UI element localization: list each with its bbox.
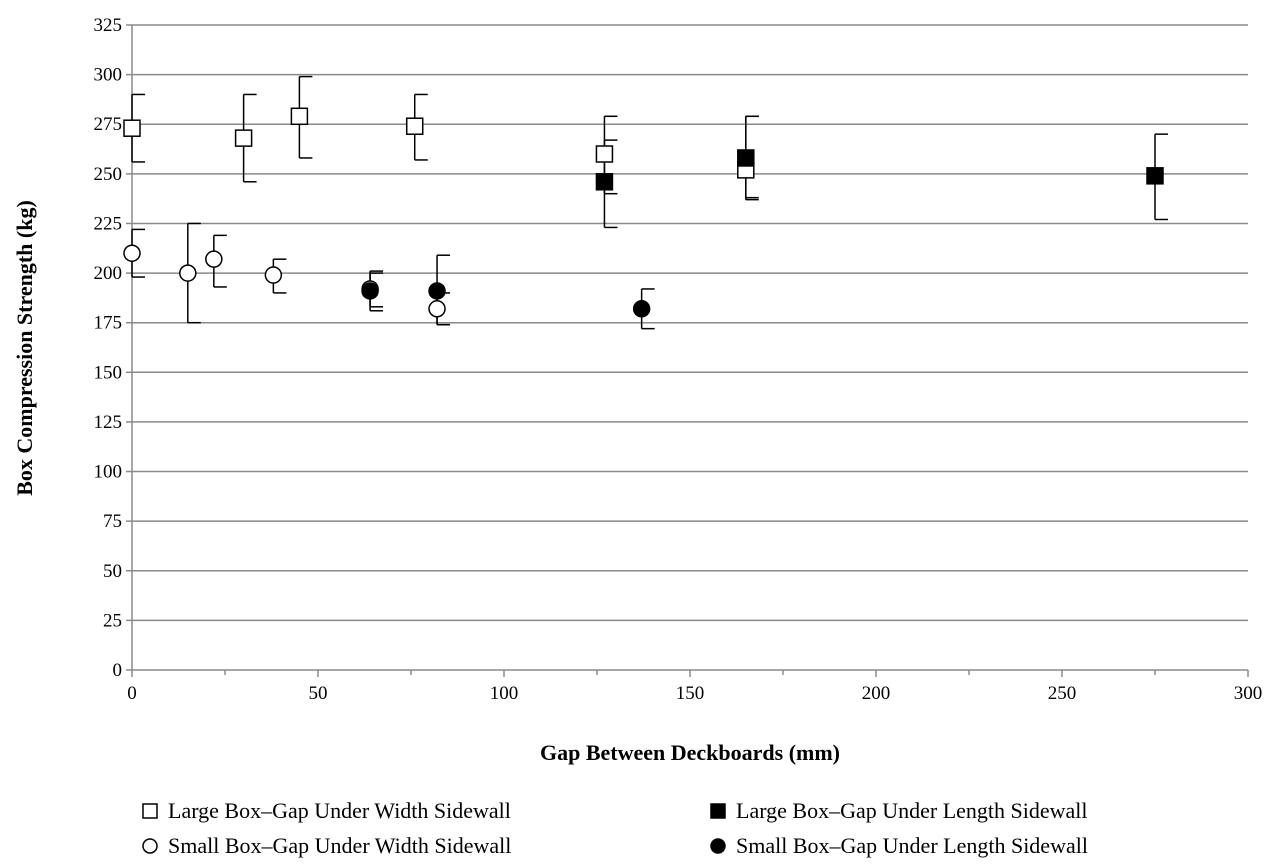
x-tick-label: 150	[676, 683, 705, 704]
legend-marker	[710, 838, 726, 854]
x-axis-title: Gap Between Deckboards (mm)	[540, 740, 840, 765]
data-point-circle	[361, 282, 379, 300]
gridlines	[132, 24, 1248, 622]
data-point-circle	[179, 264, 197, 282]
data-point-circle	[264, 266, 283, 284]
data-point-circle	[428, 300, 446, 318]
legend-label: Large Box–Gap Under Width Sidewall	[168, 798, 511, 823]
data-point-circle	[205, 250, 223, 268]
x-tick-label: 300	[1234, 683, 1263, 704]
y-tick-label: 150	[94, 362, 123, 383]
legend-marker	[710, 803, 726, 819]
y-tick-label: 100	[94, 462, 123, 483]
legend-label: Small Box–Gap Under Length Sidewall	[736, 833, 1088, 858]
legend-marker	[142, 838, 158, 854]
y-tick-label: 25	[103, 610, 122, 631]
data-point-square	[123, 119, 141, 137]
x-tick-label: 100	[490, 683, 519, 704]
tick-labels: 0 25 50 75 100 125 150 175 200 225 250 275 300 325 0 50…	[94, 15, 1263, 704]
legend-entry: Large Box–Gap Under Length Sidewall	[710, 798, 1088, 823]
y-tick-label: 325	[94, 15, 123, 36]
y-tick-label: 275	[94, 114, 123, 135]
x-tick-label: 250	[1048, 683, 1077, 704]
legend-label: Small Box–Gap Under Width Sidewall	[168, 833, 511, 858]
y-tick-label: 250	[94, 164, 123, 185]
y-tick-label: 225	[94, 213, 123, 234]
y-tick-label: 125	[94, 412, 123, 433]
data-markers	[123, 107, 1164, 318]
y-tick-label: 0	[113, 660, 123, 681]
legend-entry: Small Box–Gap Under Length Sidewall	[710, 833, 1088, 858]
legend-entry: Large Box–Gap Under Width Sidewall	[142, 798, 511, 823]
data-point-square	[595, 173, 614, 191]
legend-marker	[142, 803, 158, 819]
x-tick-label: 200	[862, 683, 891, 704]
y-axis-title: Box Compression Strength (kg)	[12, 200, 37, 496]
data-point-circle	[632, 300, 651, 318]
legend-entry: Small Box–Gap Under Width Sidewall	[142, 833, 511, 858]
legend-label: Large Box–Gap Under Length Sidewall	[736, 798, 1088, 823]
y-tick-label: 300	[94, 65, 123, 86]
data-point-circle	[428, 282, 446, 300]
y-tick-label: 50	[103, 561, 122, 582]
data-point-square	[405, 117, 424, 135]
data-point-square	[1146, 167, 1164, 185]
data-point-square	[737, 149, 755, 167]
y-tick-label: 75	[103, 511, 122, 532]
data-point-square	[290, 107, 309, 126]
x-tick-label: 50	[309, 683, 328, 704]
y-tick-label: 200	[94, 263, 123, 284]
y-tick-label: 175	[94, 313, 123, 334]
data-point-square	[595, 145, 614, 163]
data-point-circle	[123, 244, 141, 262]
legend: Large Box–Gap Under Width Sidewall Large …	[142, 798, 1088, 858]
x-tick-label: 0	[127, 683, 137, 704]
error-bars	[131, 75, 1168, 330]
data-point-square	[234, 129, 253, 147]
